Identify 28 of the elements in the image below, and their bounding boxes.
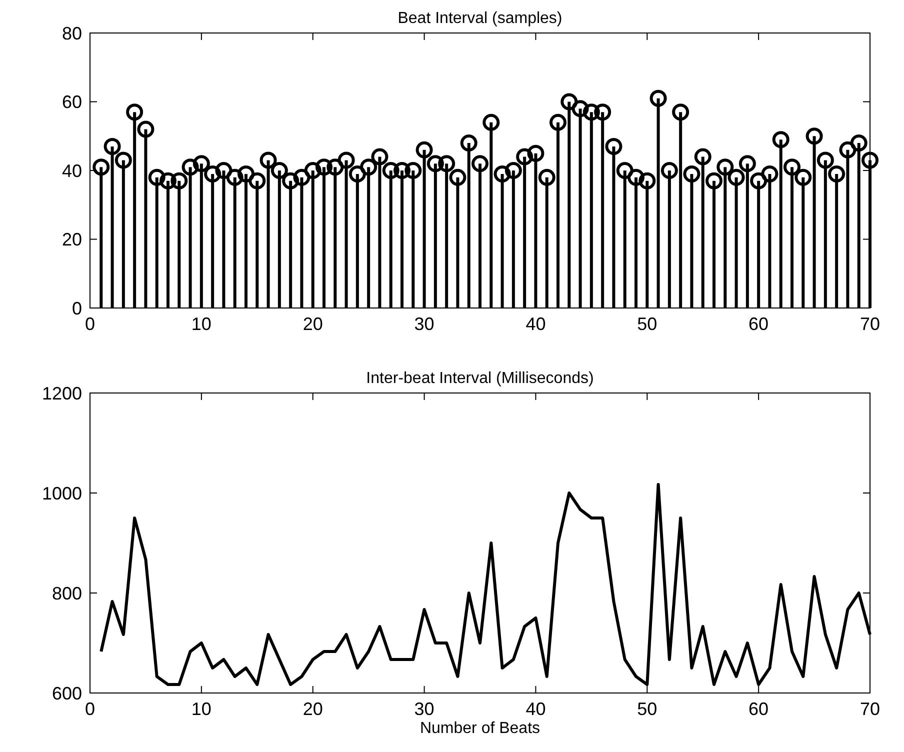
x-tick-label: 50 xyxy=(637,699,658,719)
y-tick-label: 0 xyxy=(72,298,82,318)
y-tick-label: 600 xyxy=(52,683,82,704)
x-tick-label: 30 xyxy=(414,314,434,334)
x-axis-title: Number of Beats xyxy=(420,720,540,737)
x-tick-label: 70 xyxy=(860,699,880,719)
chart-title: Beat Interval (samples) xyxy=(398,10,562,27)
x-tick-label: 50 xyxy=(637,314,658,334)
y-tick-label: 60 xyxy=(62,92,82,112)
x-tick-label: 30 xyxy=(414,699,434,719)
x-tick-label: 0 xyxy=(84,699,96,719)
x-tick-label: 10 xyxy=(191,314,212,334)
x-tick-label: 20 xyxy=(302,699,323,719)
x-tick-label: 70 xyxy=(860,314,880,334)
y-tick-label: 40 xyxy=(62,160,82,181)
y-tick-label: 20 xyxy=(62,230,82,250)
x-tick-label: 60 xyxy=(748,699,769,719)
x-tick-label: 10 xyxy=(191,699,212,719)
x-tick-label: 20 xyxy=(302,314,323,334)
x-tick-label: 60 xyxy=(748,314,769,334)
y-tick-label: 1200 xyxy=(42,383,82,404)
x-tick-label: 40 xyxy=(526,699,546,719)
y-tick-label: 800 xyxy=(52,583,82,604)
y-tick-label: 1000 xyxy=(42,483,82,504)
chart-title: Inter-beat Interval (Milliseconds) xyxy=(366,370,594,387)
x-tick-label: 40 xyxy=(526,314,546,334)
y-tick-label: 80 xyxy=(62,23,82,44)
x-tick-label: 0 xyxy=(84,314,96,334)
